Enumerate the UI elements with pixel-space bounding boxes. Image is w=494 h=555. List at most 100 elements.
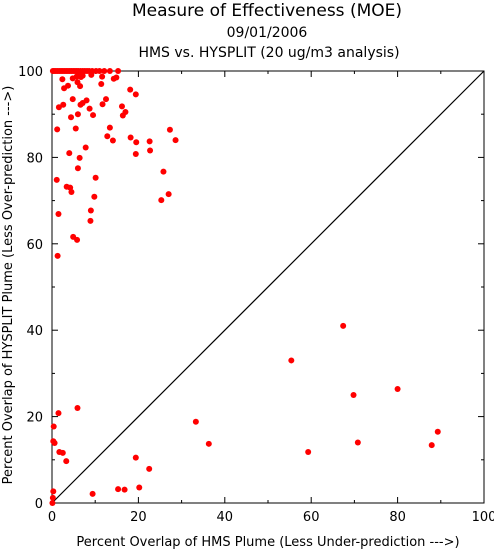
data-point: [109, 137, 116, 144]
data-point: [55, 410, 62, 417]
data-point: [55, 210, 62, 217]
data-point: [119, 112, 126, 119]
data-point: [115, 68, 122, 74]
data-point: [172, 137, 179, 144]
y-tick-label: 80: [26, 151, 43, 166]
data-point: [205, 440, 212, 447]
data-point: [132, 454, 139, 461]
y-tick-label: 0: [35, 497, 43, 512]
data-point: [106, 68, 113, 74]
data-point: [133, 139, 140, 146]
data-point: [354, 439, 361, 446]
data-point: [132, 150, 139, 157]
data-point: [158, 197, 165, 204]
data-point: [82, 144, 89, 151]
data-point: [53, 176, 60, 183]
data-point: [146, 465, 153, 472]
plot-area: 0 20 40 60 80 100 0 20 40 60 80 100: [18, 65, 494, 525]
data-point: [305, 449, 312, 456]
data-point: [90, 112, 97, 119]
data-point: [88, 71, 95, 78]
x-tick-label: 80: [389, 510, 406, 525]
data-point: [89, 490, 96, 497]
data-point: [49, 500, 56, 506]
data-point: [428, 442, 435, 449]
data-point: [192, 418, 199, 425]
data-point: [86, 105, 93, 112]
data-point: [50, 423, 57, 430]
data-point: [64, 82, 71, 89]
chart-subtitle: HMS vs. HYSPLIT (20 ug/m3 analysis): [138, 45, 399, 61]
x-tick-label: 100: [472, 510, 494, 525]
data-point: [55, 104, 62, 111]
data-point: [66, 150, 73, 157]
data-point: [104, 133, 111, 140]
y-tick-label: 100: [18, 65, 43, 80]
data-point: [127, 134, 134, 141]
data-point: [60, 101, 67, 108]
data-point: [96, 68, 103, 74]
data-point: [74, 165, 81, 172]
data-point: [92, 174, 99, 181]
data-point: [91, 193, 98, 200]
data-point: [77, 83, 84, 90]
data-point: [113, 74, 120, 81]
x-tick-label: 0: [48, 510, 56, 525]
data-point: [63, 458, 70, 465]
data-point: [394, 385, 401, 392]
data-point: [340, 322, 347, 329]
data-point: [127, 86, 134, 93]
data-point: [160, 168, 167, 175]
y-tick-label: 20: [26, 411, 43, 426]
data-point: [87, 217, 94, 224]
data-point: [106, 124, 113, 131]
data-point: [79, 72, 86, 79]
data-point: [74, 236, 81, 243]
data-point: [54, 252, 61, 259]
data-point: [103, 96, 109, 103]
data-point: [83, 97, 90, 104]
data-point: [166, 126, 173, 133]
data-point: [165, 191, 172, 198]
diagonal-reference-line: [51, 70, 485, 504]
data-point: [72, 125, 79, 132]
y-tick-label: 60: [26, 238, 43, 253]
data-point: [98, 80, 105, 87]
data-point: [69, 96, 76, 103]
data-point: [59, 76, 66, 83]
data-point: [132, 91, 139, 98]
data-point: [350, 392, 357, 398]
data-point: [434, 428, 441, 435]
data-point: [68, 188, 75, 195]
data-point: [146, 138, 153, 145]
data-point: [121, 486, 128, 493]
data-point: [59, 449, 66, 456]
x-tick-label: 60: [303, 510, 320, 525]
data-point: [115, 486, 122, 493]
y-tick-label: 40: [26, 324, 43, 339]
data-point: [99, 73, 106, 80]
x-axis-label: Percent Overlap of HMS Plume (Less Under…: [76, 535, 459, 550]
data-point: [101, 68, 108, 74]
data-point: [74, 111, 81, 118]
data-point: [50, 488, 57, 495]
data-point: [68, 114, 75, 121]
data-point: [76, 154, 83, 161]
data-point: [147, 147, 154, 154]
data-point: [288, 357, 295, 364]
chart-date: 09/01/2006: [227, 25, 308, 41]
data-point: [74, 404, 81, 411]
data-point: [118, 103, 125, 110]
data-point: [87, 207, 94, 214]
data-point: [54, 126, 61, 133]
chart-title: Measure of Effectiveness (MOE): [132, 1, 402, 21]
x-tick-label: 20: [130, 510, 147, 525]
data-point: [49, 494, 56, 501]
y-axis-label: Percent Overlap of HYSPLIT Plume (Less O…: [1, 86, 16, 485]
data-point: [99, 101, 106, 108]
x-tick-label: 40: [217, 510, 234, 525]
data-point: [136, 484, 143, 491]
data-point: [51, 439, 58, 446]
